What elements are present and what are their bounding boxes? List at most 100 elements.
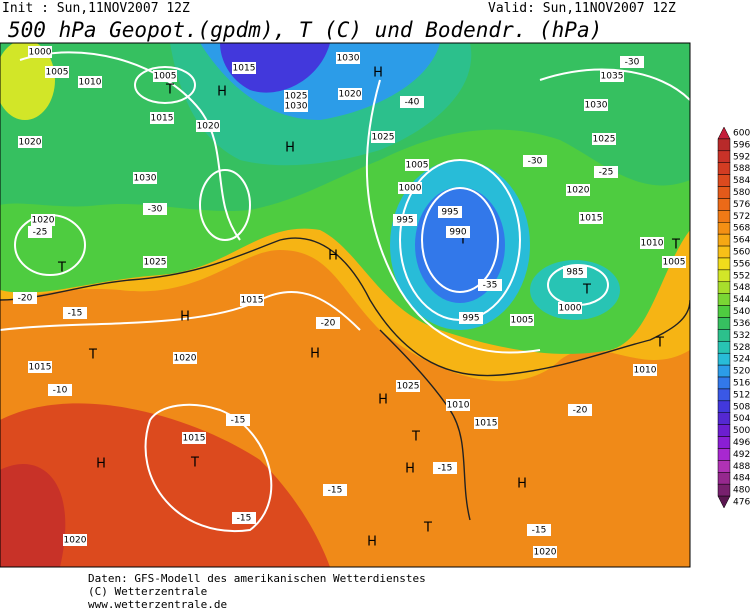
contour-label: 1015	[580, 214, 603, 224]
colorbar-cap	[717, 126, 731, 140]
contour-label: 1005	[511, 316, 534, 326]
contour-label: -15	[231, 416, 246, 426]
label-box	[284, 90, 308, 102]
label-box	[510, 314, 534, 326]
label-box	[446, 399, 470, 411]
label-box	[338, 88, 362, 100]
contour-label: 1010	[79, 78, 102, 88]
pressure-center: H	[310, 347, 320, 362]
label-box	[438, 206, 462, 218]
colorbar-label: 596	[733, 140, 750, 150]
contour-label: 1000	[559, 304, 582, 314]
contour-label: 1015	[233, 64, 256, 74]
colorbar-cell	[717, 150, 731, 163]
contour-label: 1030	[337, 54, 360, 64]
pressure-center: T	[655, 336, 664, 351]
warm-region	[0, 403, 330, 567]
pressure-center: H	[378, 393, 388, 408]
colorbar-cell	[717, 460, 731, 473]
contour-label: 995	[462, 314, 479, 324]
contour-label: 1020	[174, 354, 197, 364]
contour-label: 1010	[641, 239, 664, 249]
map-frame	[0, 42, 691, 568]
colorbar-cell	[717, 305, 731, 318]
isobar	[134, 66, 196, 104]
label-box	[640, 237, 664, 249]
colorbar-label: 520	[733, 367, 750, 377]
contour-label: 1020	[64, 536, 87, 546]
label-box	[459, 312, 483, 324]
pressure-center: T	[458, 233, 467, 248]
contour-label: 1020	[534, 548, 557, 558]
map-area: 1000100510101005T10151020H10151025103010…	[0, 43, 690, 567]
colorbar-label: 548	[733, 283, 750, 293]
contour-label: 1005	[46, 68, 69, 78]
contour-label: 1015	[151, 114, 174, 124]
colorbar-label: 600	[733, 128, 750, 138]
boundary-line	[0, 237, 690, 377]
pressure-center: T	[671, 238, 680, 253]
label-box	[474, 417, 498, 429]
label-box	[523, 155, 547, 167]
label-box	[226, 414, 250, 426]
footer-line: (C) Wetterzentrale	[88, 585, 207, 598]
colorbar-label: 504	[733, 414, 750, 424]
label-box	[78, 76, 102, 88]
label-box	[28, 226, 52, 238]
footer-line: Daten: GFS-Modell des amerikanischen Wet…	[88, 572, 426, 585]
colorbar-label: 544	[733, 295, 750, 305]
colorbar-label: 580	[733, 188, 750, 198]
contour-label: 1015	[29, 363, 52, 373]
label-box	[143, 203, 167, 215]
colorbar-label: 584	[733, 176, 750, 186]
contour-label: -20	[573, 406, 588, 416]
label-box	[600, 70, 624, 82]
colorbar-label: 556	[733, 259, 750, 269]
colorbar-label: 576	[733, 200, 750, 210]
contour-label: 995	[441, 208, 458, 218]
contour-label: 1020	[339, 90, 362, 100]
contour-label: 1000	[399, 184, 422, 194]
contour-label: -15	[68, 309, 83, 319]
isobar	[421, 187, 499, 293]
label-box	[316, 317, 340, 329]
pressure-center: H	[373, 66, 383, 81]
label-box	[240, 294, 264, 306]
label-box	[592, 133, 616, 145]
contour-label: -15	[237, 514, 252, 524]
colorbar-cell	[717, 210, 731, 223]
trough-core	[415, 187, 505, 303]
colorbar-label: 512	[733, 390, 750, 400]
colorbar-label: 480	[733, 486, 750, 496]
label-box	[400, 96, 424, 108]
colorbar-cell	[717, 198, 731, 211]
colorbar-label: 536	[733, 319, 750, 329]
label-box	[566, 184, 590, 196]
label-box	[45, 66, 69, 78]
contour-label: -15	[532, 526, 547, 536]
label-box	[662, 256, 686, 268]
colorbar-label: 508	[733, 402, 750, 412]
label-box	[232, 512, 256, 524]
colorbar-cell	[717, 388, 731, 402]
colorbar-cell	[717, 281, 731, 294]
colorbar-cell	[717, 186, 731, 199]
label-box	[568, 404, 592, 416]
colorbar-label: 516	[733, 378, 750, 388]
pressure-center: T	[423, 521, 432, 536]
contour-label: -15	[328, 486, 343, 496]
label-box	[584, 99, 608, 111]
colorbar-label: 564	[733, 236, 750, 246]
colorbar-label: 524	[733, 355, 750, 365]
label-box	[336, 52, 360, 64]
pressure-center: H	[328, 249, 338, 264]
label-box	[558, 302, 582, 314]
contour-label: 1020	[567, 186, 590, 196]
pressure-center: T	[57, 261, 66, 276]
map-title: 500 hPa Geopot.(gpdm), T (C) und Bodendr…	[8, 18, 602, 42]
pressure-center: H	[285, 141, 295, 156]
colorbar-label: 552	[733, 271, 750, 281]
label-box	[620, 56, 644, 68]
colorbar-label: 496	[733, 438, 750, 448]
